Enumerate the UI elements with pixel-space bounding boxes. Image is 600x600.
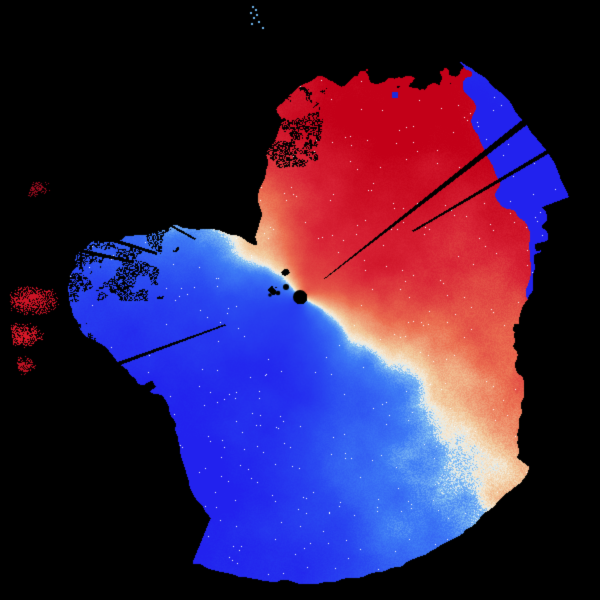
- radar-display: Doppler Radial Velocity PPI Scan Radial …: [0, 0, 600, 600]
- radar-velocity-image: [0, 0, 600, 600]
